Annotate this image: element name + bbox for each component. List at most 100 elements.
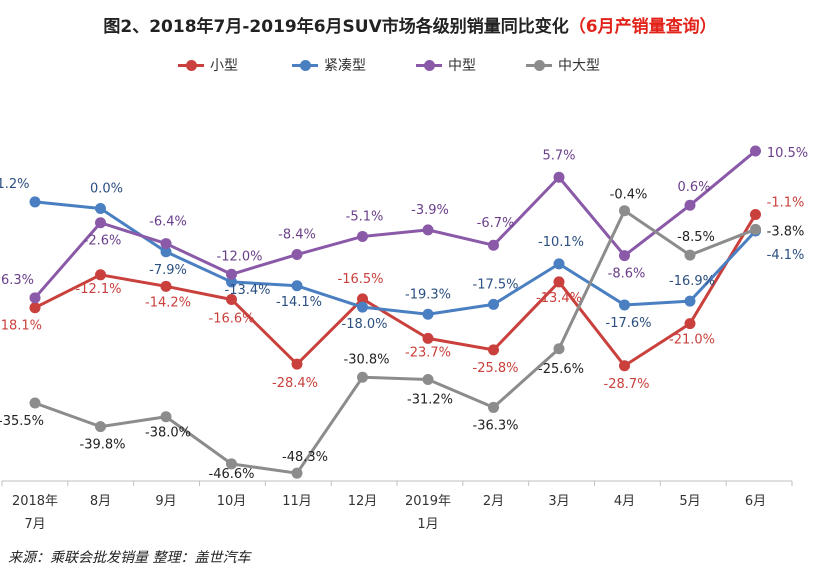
data-point-midlarge — [226, 458, 237, 470]
data-point-mid — [684, 199, 696, 211]
chart-title: 图2、2018年7月-2019年6月SUV市场各级别销量同比变化（6月产销量查询… — [0, 12, 820, 37]
data-point-mid — [226, 268, 237, 280]
x-tick-label: 2019年 — [405, 494, 451, 509]
data-point-mid — [488, 239, 499, 251]
x-tick-label: 2018年 — [12, 494, 58, 509]
data-point-small — [160, 280, 172, 292]
legend-label-midlarge: 中大型 — [558, 58, 600, 74]
data-label-small: -23.7% — [405, 345, 451, 360]
data-point-small — [291, 358, 303, 370]
series-line-midlarge — [33, 209, 757, 475]
data-label-small: -28.7% — [604, 377, 650, 392]
x-tick-label: 5月 — [679, 494, 700, 509]
data-point-mid — [291, 249, 303, 261]
data-point-midlarge — [95, 421, 106, 433]
data-label-small: -16.6% — [209, 311, 255, 326]
data-point-midlarge — [422, 373, 434, 385]
x-tick-label: 9月 — [155, 494, 176, 509]
legend-marker-small — [186, 60, 197, 71]
data-label-small: -12.1% — [76, 282, 122, 297]
series-line-mid — [33, 149, 757, 300]
x-tick-label: 10月 — [217, 494, 247, 509]
legend-label-mid: 中型 — [448, 58, 476, 74]
data-point-mid — [553, 171, 565, 183]
data-point-small — [684, 318, 696, 330]
data-point-midlarge — [29, 397, 41, 409]
data-point-mid — [422, 224, 434, 236]
data-label-midlarge: -3.8% — [767, 224, 805, 239]
x-tick-label: 6月 — [745, 494, 766, 509]
chart-title-main: 图2、2018年7月-2019年6月SUV市场各级别销量同比变化 — [103, 17, 569, 37]
data-label-small: -13.4% — [536, 291, 582, 306]
data-label-mid: 5.7% — [542, 148, 575, 163]
data-label-midlarge: -36.3% — [473, 418, 519, 433]
source-note: 来源：乘联会批发销量 整理：盖世汽车 — [8, 550, 251, 566]
data-label-compact: -17.5% — [473, 277, 519, 292]
data-point-compact — [357, 301, 368, 313]
data-point-compact — [684, 295, 696, 307]
data-point-midlarge — [684, 249, 696, 261]
data-label-midlarge: -46.6% — [209, 467, 255, 482]
data-label-midlarge: -0.4% — [610, 188, 648, 203]
legend-marker-midlarge — [534, 60, 545, 71]
data-point-small — [29, 302, 41, 314]
data-point-small — [357, 293, 368, 305]
x-tick-label: 4月 — [614, 494, 635, 509]
data-label-midlarge: -31.2% — [407, 392, 453, 407]
data-point-compact — [160, 246, 172, 258]
data-label-mid: 0.6% — [677, 180, 710, 195]
data-point-mid — [750, 145, 761, 157]
data-point-compact — [29, 196, 41, 208]
data-point-midlarge — [291, 467, 303, 479]
legend: 小型 紧凑型 中型 中大型 — [0, 54, 820, 76]
data-label-compact: -4.1% — [767, 248, 805, 263]
x-tick-label: 2月 — [483, 494, 504, 509]
data-point-mid — [95, 217, 106, 229]
data-point-compact — [291, 280, 303, 292]
x-tick-label: 11月 — [282, 494, 312, 509]
data-point-mid — [29, 292, 41, 304]
chart-title-highlight: （6月产销量查询） — [568, 17, 717, 37]
data-label-small: -21.0% — [669, 333, 715, 348]
data-label-midlarge: -48.3% — [282, 450, 328, 465]
data-label-compact: -19.3% — [405, 287, 451, 302]
data-point-compact — [553, 258, 565, 270]
data-point-small — [95, 269, 106, 281]
data-label-mid: -5.1% — [346, 209, 384, 224]
data-label-compact: -7.9% — [149, 263, 187, 278]
data-label-mid: 10.5% — [767, 146, 808, 161]
data-point-compact — [488, 298, 499, 310]
data-label-compact: 0.0% — [90, 182, 123, 197]
legend-marker-mid — [424, 60, 435, 71]
data-label-mid: -12.0% — [217, 249, 263, 264]
data-label-compact: 1.2% — [0, 177, 30, 192]
data-label-midlarge: -35.5% — [0, 414, 44, 429]
data-label-small: -14.2% — [145, 295, 191, 310]
legend-marker-compact — [300, 60, 311, 71]
x-tick-label: 7月 — [24, 517, 45, 532]
data-label-small: -28.4% — [272, 376, 318, 391]
x-tick-label: 8月 — [90, 494, 111, 509]
data-point-mid — [160, 238, 172, 250]
data-point-small — [422, 332, 434, 344]
data-point-midlarge — [750, 223, 761, 235]
data-label-midlarge: -25.6% — [538, 362, 584, 377]
data-label-small: -1.1% — [767, 196, 805, 211]
data-label-mid: -16.3% — [0, 273, 34, 288]
data-point-small — [488, 344, 499, 356]
x-tick-label: 3月 — [548, 494, 569, 509]
data-point-small — [750, 209, 761, 221]
data-label-compact: -13.4% — [225, 283, 271, 298]
series-line-small — [33, 213, 757, 368]
data-label-small: -16.5% — [338, 272, 384, 287]
data-point-midlarge — [357, 371, 368, 383]
data-label-mid: -3.9% — [411, 203, 449, 218]
data-point-compact — [95, 203, 106, 214]
data-label-mid: -8.4% — [278, 228, 316, 243]
data-point-small — [553, 276, 565, 288]
data-point-mid — [619, 250, 630, 262]
data-label-mid: -6.7% — [477, 216, 515, 231]
data-label-midlarge: -38.0% — [145, 426, 191, 441]
data-label-mid: -2.6% — [84, 234, 122, 249]
